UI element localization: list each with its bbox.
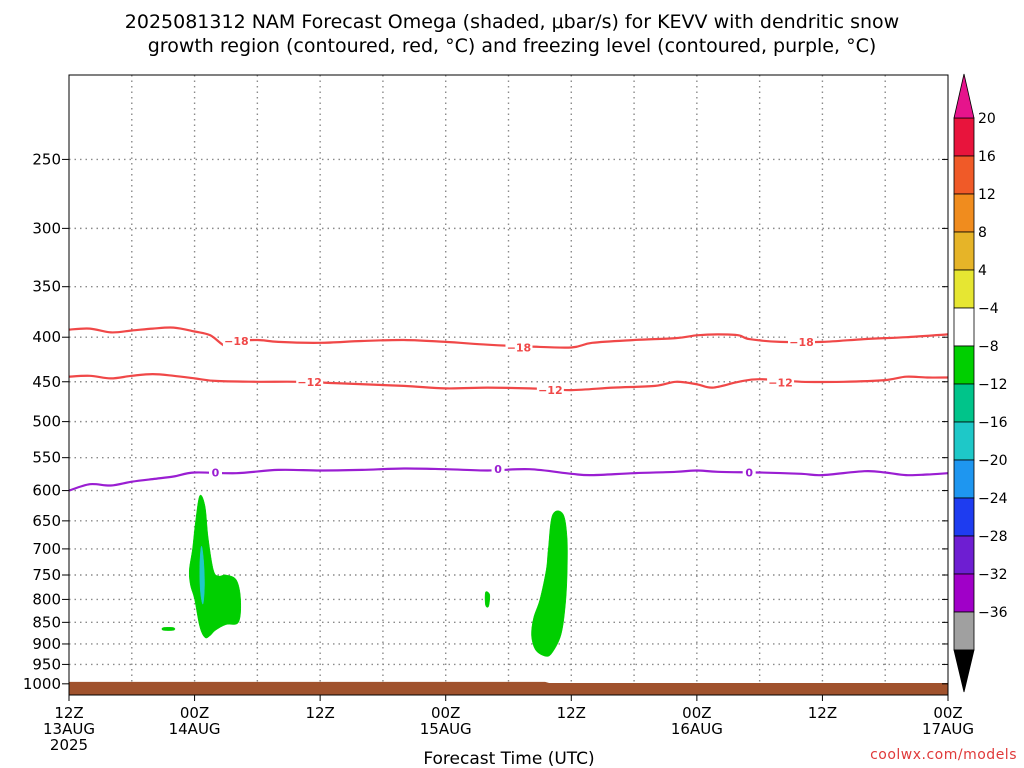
x-tick-label-h84-1: 17AUG xyxy=(922,720,974,738)
colorbar-segment-2 xyxy=(953,193,975,233)
contour-label-bg-0-0 xyxy=(209,465,222,480)
x-tick-label-h0-2: 2025 xyxy=(50,736,88,754)
colorbar-label-1: 16 xyxy=(978,149,996,165)
terrain-polygon xyxy=(69,681,948,695)
colorbar-segment-11 xyxy=(953,535,975,575)
colorbar-top-arrow xyxy=(953,73,975,119)
colorbar-bottom-arrow xyxy=(953,649,975,693)
y-tick-label-250: 250 xyxy=(32,150,61,168)
contour-label--12-1: −12 xyxy=(538,384,563,397)
colorbar-label-12: −32 xyxy=(978,567,1008,583)
y-tick-label-850: 850 xyxy=(32,613,61,631)
omega-shaded-regions xyxy=(161,494,568,657)
contour-label--12-0: −12 xyxy=(297,376,322,389)
omega-region-1 xyxy=(199,545,205,605)
x-tick-label-h72-0: 12Z xyxy=(808,704,837,722)
contour-line--12 xyxy=(68,373,949,392)
y-tick-label-650: 650 xyxy=(32,512,61,530)
y-tick-label-1000: 1000 xyxy=(23,675,61,693)
terrain-fill xyxy=(69,681,948,695)
y-tick-label-400: 400 xyxy=(32,328,61,346)
colorbar-label-2: 12 xyxy=(978,187,996,203)
colorbar: 20 16 12 8 4 −4 −8 −12 −16 −20 −24 −28 −32 −36 xyxy=(953,73,1008,693)
credit-text: coolwx.com/models xyxy=(870,747,1017,763)
colorbar-segment-6 xyxy=(953,345,975,385)
x-tick-label-h0-1: 13AUG xyxy=(43,720,95,738)
contour-label-bg--12-0 xyxy=(296,374,324,389)
contour-label-0-2: 0 xyxy=(745,467,753,480)
colorbar-label-11: −28 xyxy=(978,529,1008,545)
y-tick-label-800: 800 xyxy=(32,590,61,608)
y-tick-label-300: 300 xyxy=(32,219,61,237)
colorbar-segment-3 xyxy=(953,231,975,271)
y-tick-label-500: 500 xyxy=(32,413,61,431)
colorbar-segment-13 xyxy=(953,611,975,651)
colorbar-segment-8 xyxy=(953,421,975,461)
y-tick-label-450: 450 xyxy=(32,373,61,391)
contour-label-bg--18-2 xyxy=(788,334,815,349)
x-tick-label-h12-1: 14AUG xyxy=(169,720,221,738)
y-tick-label-350: 350 xyxy=(32,278,61,296)
x-tick-label-h36-0: 00Z xyxy=(431,704,460,722)
colorbar-segment-7 xyxy=(953,383,975,423)
colorbar-segment-4 xyxy=(953,269,975,309)
colorbar-segment-1 xyxy=(953,155,975,195)
y-axis-ticks: 250 300 350 400 450 500 550 600 650 700 750 800 850 9… xyxy=(23,150,948,693)
contour-label-bg-0-1 xyxy=(491,462,505,477)
colorbar-segment-9 xyxy=(953,459,975,499)
contour-label-bg--12-2 xyxy=(767,375,795,390)
chart-title-line-1: 2025081312 NAM Forecast Omega (shaded, μ… xyxy=(125,11,899,33)
contour-label--18-2: −18 xyxy=(789,336,814,349)
omega-region-3 xyxy=(484,591,491,608)
temperature-contours: −18 −18 −18 −12 −12 −12 0 0 0 xyxy=(68,326,949,492)
x-tick-label-h0-0: 12Z xyxy=(54,704,83,722)
contour-label-bg--12-1 xyxy=(536,383,564,398)
y-tick-label-700: 700 xyxy=(32,540,61,558)
contour-label-bg--18-0 xyxy=(222,333,250,348)
colorbar-label-4: 4 xyxy=(978,263,987,279)
omega-region-2 xyxy=(161,627,176,631)
y-tick-label-600: 600 xyxy=(32,482,61,500)
colorbar-label-6: −8 xyxy=(978,339,999,355)
x-tick-label-h48-0: 12Z xyxy=(557,704,586,722)
y-tick-label-750: 750 xyxy=(32,566,61,584)
colorbar-segment-10 xyxy=(953,497,975,537)
colorbar-segment-12 xyxy=(953,573,975,613)
colorbar-label-7: −12 xyxy=(978,377,1008,393)
colorbar-label-8: −16 xyxy=(978,415,1008,431)
y-tick-label-950: 950 xyxy=(32,655,61,673)
x-tick-label-h60-0: 00Z xyxy=(682,704,711,722)
contour-label--12-2: −12 xyxy=(768,377,793,390)
colorbar-label-3: 8 xyxy=(978,225,987,241)
y-tick-label-900: 900 xyxy=(32,635,61,653)
contour-line-0 xyxy=(68,467,949,492)
contour-label--18-0: −18 xyxy=(224,335,249,348)
contour-label--18-1: −18 xyxy=(507,341,532,354)
contour-label-bg-0-2 xyxy=(742,465,756,480)
contour-label-0-0: 0 xyxy=(212,467,220,480)
colorbar-label-0: 20 xyxy=(978,111,996,127)
x-tick-label-h60-1: 16AUG xyxy=(671,720,723,738)
colorbar-label-9: −20 xyxy=(978,453,1008,469)
colorbar-label-5: −4 xyxy=(978,301,999,317)
contour-label-bg--18-1 xyxy=(505,340,533,355)
omega-region-4 xyxy=(531,510,568,657)
colorbar-segment-5 xyxy=(953,307,975,347)
x-tick-label-h24-0: 12Z xyxy=(305,704,334,722)
y-tick-label-550: 550 xyxy=(32,449,61,467)
x-tick-label-h36-1: 15AUG xyxy=(420,720,472,738)
colorbar-label-10: −24 xyxy=(978,491,1008,507)
contour-line--18 xyxy=(68,326,949,349)
contour-label-0-1: 0 xyxy=(494,463,502,476)
colorbar-segment-0 xyxy=(953,117,975,157)
x-tick-label-h84-0: 00Z xyxy=(933,704,962,722)
x-axis-label: Forecast Time (UTC) xyxy=(423,749,594,768)
colorbar-label-13: −36 xyxy=(978,605,1008,621)
x-tick-label-h12-0: 00Z xyxy=(180,704,209,722)
chart-title-line-2: growth region (contoured, red, °C) and f… xyxy=(148,35,877,57)
